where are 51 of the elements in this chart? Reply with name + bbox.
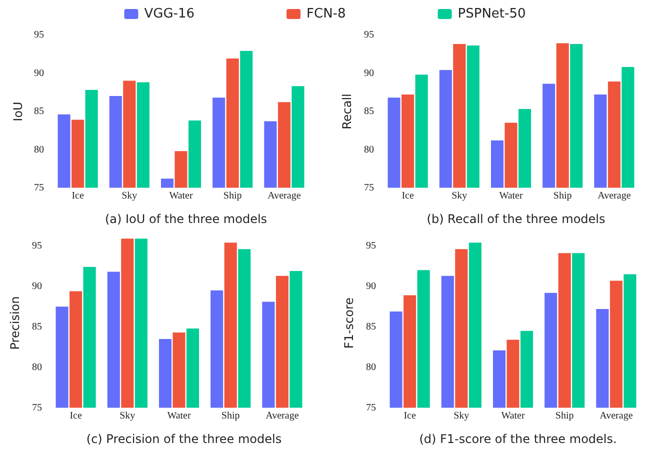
x-tick-label: Sky [454,410,470,422]
y-tick-label: 90 [364,68,374,79]
y-tick-label: 90 [32,281,42,292]
x-tick-label: Average [268,190,302,202]
x-tick-label: Average [600,410,634,422]
y-tick-label: 80 [366,362,376,374]
y-tick-label: 85 [364,106,374,117]
x-tick-label: Ship [221,410,240,422]
x-tick-label: Sky [120,410,136,422]
x-tick-label: Ship [553,190,572,202]
y-tick-label: 85 [366,322,376,333]
x-tick-label: Ship [223,190,242,202]
y-tick-label: 75 [366,402,376,414]
y-tick-label: 95 [366,240,376,252]
y-tick-label: 80 [34,144,44,156]
y-axis-title: F1-score [342,297,356,349]
legend-label: PSPNet-50 [458,6,526,22]
y-tick-label: 95 [32,240,42,252]
x-tick-label: Water [501,410,526,422]
x-tick-label: Ice [402,190,414,202]
x-tick-label: Average [598,190,632,202]
text: (c) Precision of the three models [86,432,282,446]
legend-label: FCN-8 [306,6,346,22]
text: (b) Recall of the three models [426,212,606,226]
text: (a) IoU of the three models [104,212,268,226]
y-axis-title: Recall [340,94,354,130]
y-axis-title: Precision [8,296,22,350]
x-tick-label: Sky [122,190,138,202]
y-tick-label: 80 [32,362,42,374]
y-tick-label: 95 [34,30,44,40]
x-tick-label: Ice [72,190,84,202]
x-tick-label: Ship [555,410,574,422]
y-tick-label: 75 [34,182,44,194]
y-tick-label: 75 [32,402,42,414]
legend-label: VGG-16 [144,6,195,22]
x-tick-label: Ice [70,410,82,422]
x-tick-label: Sky [452,190,468,202]
x-tick-label: Average [266,410,300,422]
text: (d) F1-score of the three models. [419,432,617,446]
y-tick-label: 90 [366,281,376,292]
x-tick-label: Ice [404,410,416,422]
y-tick-label: 90 [34,68,44,79]
x-tick-label: Water [167,410,192,422]
x-tick-label: Water [499,190,524,202]
y-tick-label: 95 [364,30,374,40]
y-tick-label: 75 [364,182,374,194]
y-tick-label: 85 [32,322,42,333]
y-tick-label: 80 [364,144,374,156]
y-axis-title: IoU [11,102,25,122]
x-tick-label: Water [169,190,194,202]
y-tick-label: 85 [34,106,44,117]
